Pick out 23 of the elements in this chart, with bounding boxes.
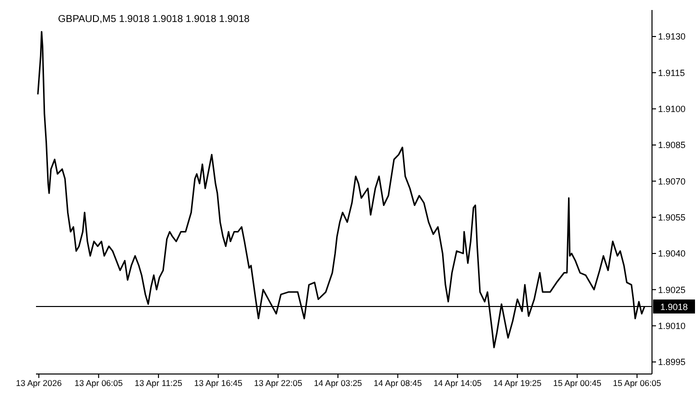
x-tick-label: 14 Apr 08:45 [374, 378, 422, 388]
x-tick-label: 13 Apr 06:05 [74, 378, 123, 388]
x-tick-label: 13 Apr 16:45 [194, 378, 243, 388]
y-tick-label: 1.9010 [658, 320, 686, 331]
y-tick-label: 1.9100 [658, 104, 686, 114]
x-tick-label: 13 Apr 2026 [16, 378, 62, 388]
x-tick-label: 15 Apr 00:45 [553, 378, 602, 388]
y-tick-label: 1.9085 [658, 140, 686, 150]
x-tick-label: 14 Apr 19:25 [493, 378, 542, 388]
x-tick-label: 13 Apr 11:25 [134, 378, 183, 388]
y-tick-label: 1.9115 [658, 68, 685, 78]
x-tick-label: 13 Apr 22:05 [254, 378, 302, 388]
y-tick-label: 1.9025 [658, 284, 686, 295]
y-tick-label: 1.9055 [658, 212, 686, 223]
ref-line-label: 1.9018 [660, 302, 688, 312]
y-tick-label: 1.8995 [658, 357, 686, 368]
x-tick-label: 14 Apr 03:25 [314, 378, 362, 388]
y-tick-label: 1.9130 [658, 32, 686, 42]
chart-title: GBPAUD,M5 1.9018 1.9018 1.9018 1.9018 [58, 14, 250, 25]
y-tick-label: 1.9070 [658, 176, 686, 186]
x-tick-label: 14 Apr 14:05 [433, 378, 482, 388]
x-tick-label: 15 Apr 06:05 [612, 378, 662, 388]
y-tick-label: 1.9040 [658, 248, 686, 259]
